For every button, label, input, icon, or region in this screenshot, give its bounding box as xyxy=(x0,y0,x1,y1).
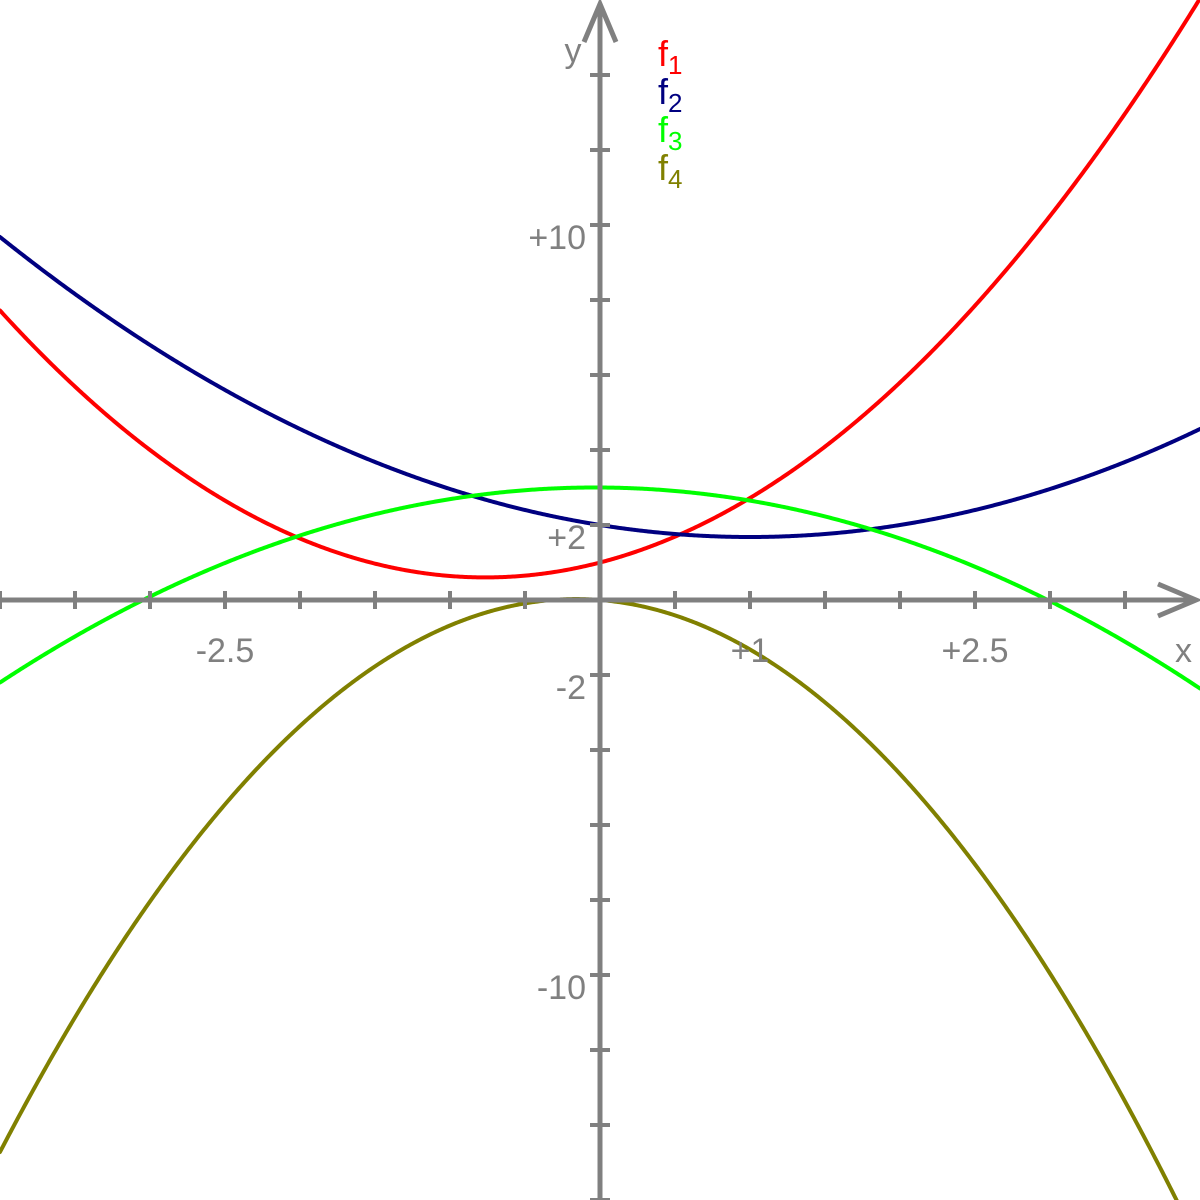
legend-entry-f3: f3 xyxy=(658,109,682,156)
y-tick-label: +2 xyxy=(547,519,586,557)
x-tick-label: -2.5 xyxy=(196,632,255,670)
legend-entry-f4: f4 xyxy=(658,147,682,194)
y-tick-label: -2 xyxy=(556,669,586,707)
x-tick-label: +2.5 xyxy=(941,632,1008,670)
x-tick-label: +1 xyxy=(731,632,770,670)
x-axis-arrowhead xyxy=(1157,581,1200,619)
ticks-group xyxy=(0,73,1127,1200)
y-axis-title: y xyxy=(565,32,582,70)
y-tick-label: +10 xyxy=(528,219,586,257)
legend-entry-f1: f1 xyxy=(658,33,682,80)
y-axis-arrowhead xyxy=(581,0,619,43)
y-tick-label: -10 xyxy=(537,969,586,1007)
x-axis-title: x xyxy=(1175,632,1192,670)
tick-labels-group: -2.5 +1 +2.5 +10 +2 -2 -10 xyxy=(196,219,1009,1007)
legend-entry-f2: f2 xyxy=(658,71,682,118)
